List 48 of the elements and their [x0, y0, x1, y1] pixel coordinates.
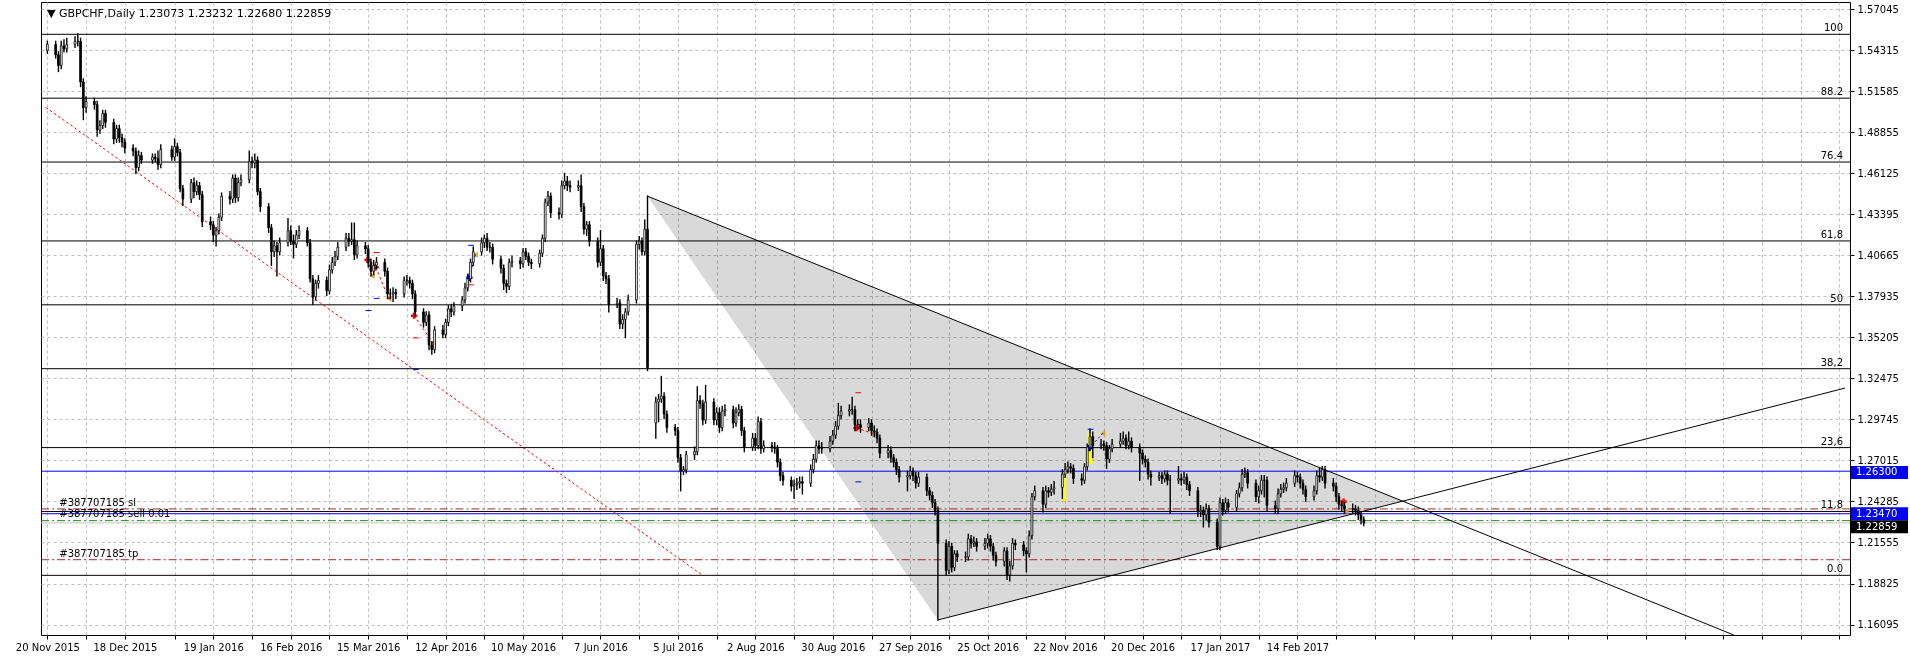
x-tick-label: 19 Jan 2016: [183, 641, 244, 653]
y-tick-label: 1.24285: [1857, 495, 1899, 507]
annotation: 50: [1830, 292, 1843, 304]
y-tick-label: 1.18825: [1857, 578, 1899, 590]
x-tick-label: 7 Jun 2016: [574, 641, 628, 653]
annotation: 100: [1823, 22, 1843, 34]
x-tick-label: 14 Feb 2017: [1266, 641, 1330, 653]
x-tick-label: 20 Nov 2015: [15, 641, 80, 653]
y-tick-label: 1.48855: [1857, 126, 1899, 138]
x-tick-label: 12 Apr 2016: [415, 641, 478, 653]
x-tick-label: 30 Aug 2016: [801, 641, 866, 653]
x-tick-label: 27 Sep 2016: [879, 641, 943, 653]
annotation: 88.2: [1820, 86, 1843, 98]
x-tick-label: 25 Oct 2016: [957, 641, 1020, 653]
ref-line-label: 1.22859: [1856, 520, 1898, 532]
annotation: 11,8: [1820, 499, 1843, 511]
annotation: 23,6: [1820, 435, 1843, 447]
annotation: 38,2: [1820, 356, 1843, 368]
y-tick-label: 1.40665: [1857, 249, 1899, 261]
ref-line-label: 1.23470: [1856, 507, 1898, 519]
x-tick-label: 20 Dec 2016: [1111, 641, 1175, 653]
y-tick-label: 1.35205: [1857, 331, 1899, 343]
y-tick-label: 1.29745: [1857, 413, 1899, 425]
x-tick-label: 2 Aug 2016: [727, 641, 785, 653]
text: ▼ GBPCHF,Daily 1.23073 1.23232 1.22680 1.22859: [47, 7, 332, 20]
y-tick-label: 1.43395: [1857, 208, 1899, 220]
y-tick-label: 1.21555: [1857, 537, 1899, 548]
x-tick-label: 15 Mar 2016: [336, 641, 401, 653]
x-tick-label: 17 Jan 2017: [1190, 641, 1251, 653]
y-tick-label: 1.46125: [1857, 167, 1899, 179]
x-tick-label: 5 Jul 2016: [653, 641, 704, 653]
annotation: 0.0: [1827, 563, 1843, 575]
y-tick-label: 1.32475: [1857, 372, 1899, 384]
annotation: 76.4: [1820, 150, 1843, 162]
x-tick-label: 18 Dec 2015: [93, 641, 158, 653]
annotation: #387707185 sl: [59, 496, 137, 508]
y-tick-label: 1.27015: [1857, 454, 1899, 466]
x-tick-label: 10 May 2016: [490, 641, 557, 653]
y-tick-label: 1.16095: [1857, 619, 1899, 631]
annotation: #387707185 tp: [59, 547, 139, 559]
x-tick-label: 22 Nov 2016: [1033, 641, 1098, 653]
ref-line-label: 1.26300: [1856, 466, 1898, 478]
y-tick-label: 1.57045: [1857, 3, 1899, 15]
y-tick-label: 1.51585: [1857, 85, 1899, 97]
y-tick-label: 1.54315: [1857, 44, 1899, 56]
x-tick-label: 16 Feb 2016: [260, 641, 323, 653]
annotation: 61,8: [1820, 228, 1843, 240]
y-tick-label: 1.37935: [1857, 290, 1899, 302]
